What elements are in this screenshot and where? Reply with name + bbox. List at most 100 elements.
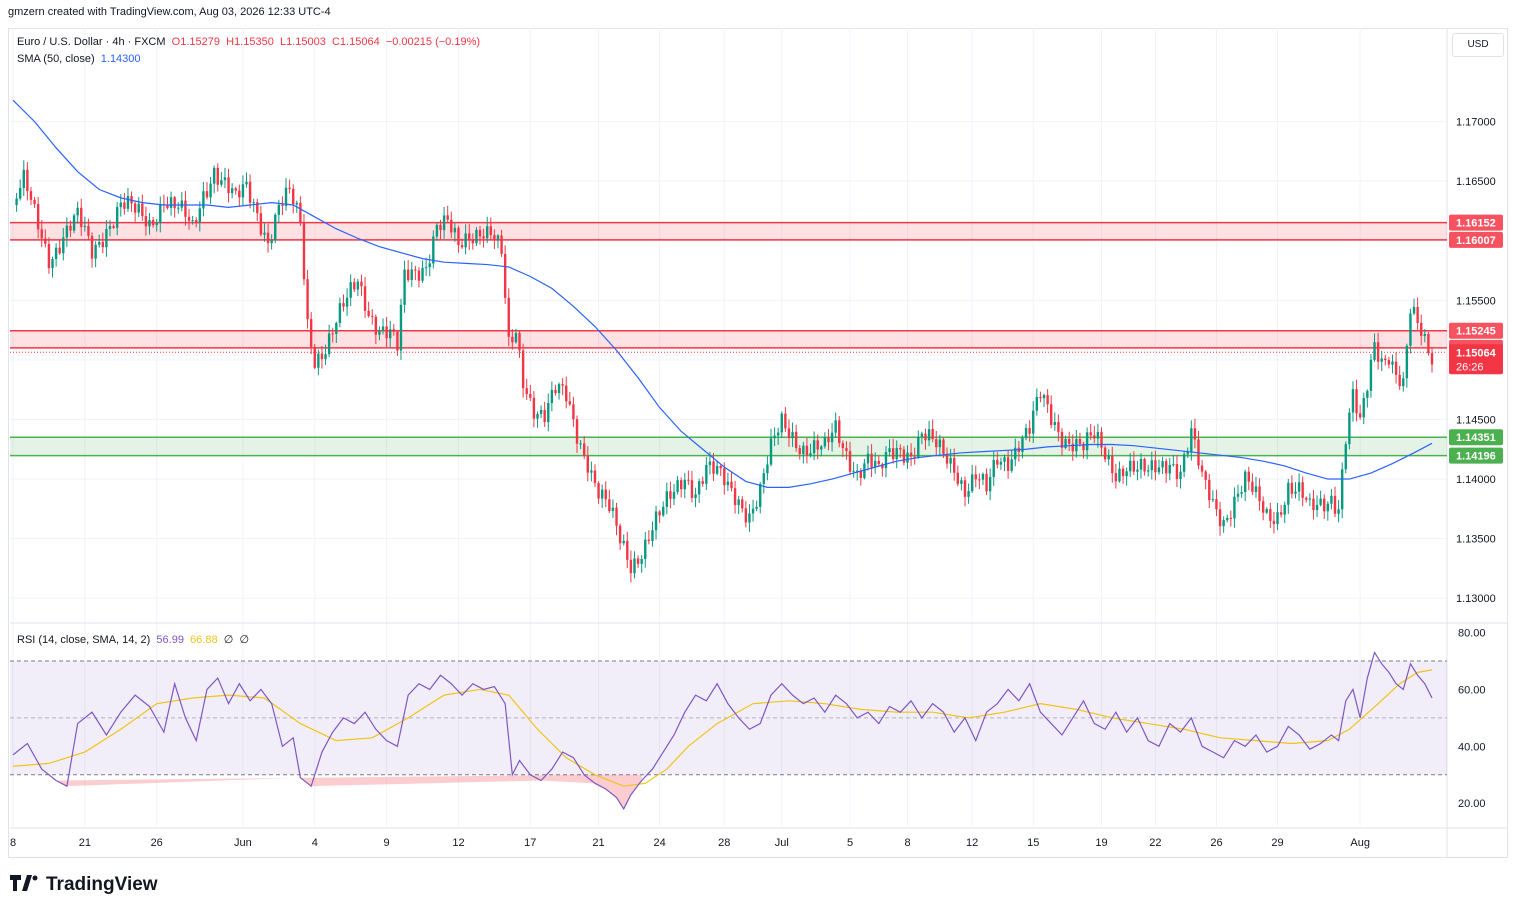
- candle-body: [119, 202, 122, 208]
- candle-body: [856, 470, 859, 472]
- candle-body: [1143, 459, 1146, 472]
- support-zone: [10, 437, 1447, 456]
- time-tick-label: Aug: [1350, 837, 1370, 849]
- candle-body: [173, 197, 176, 209]
- candle-body: [708, 461, 712, 465]
- candle-body: [967, 491, 970, 497]
- price-legend: Euro / U.S. Dollar · 4h · FXCM O1.15279 …: [17, 36, 480, 48]
- candle-body: [371, 315, 374, 317]
- time-tick-label: 12: [452, 837, 464, 849]
- candle-body: [428, 263, 431, 268]
- candle-body: [313, 346, 316, 368]
- candle-body: [356, 281, 360, 290]
- candle-body: [942, 439, 945, 454]
- candle-body: [87, 226, 90, 236]
- candle-body: [1236, 493, 1240, 497]
- tradingview-logo[interactable]: TradingView: [10, 874, 158, 896]
- candle-body: [256, 202, 259, 214]
- candle-body: [191, 220, 194, 222]
- change-value: −0.00215 (−0.19%): [385, 36, 481, 48]
- candle-body: [852, 471, 855, 473]
- candle-body: [1164, 461, 1168, 474]
- candle-body: [1427, 334, 1430, 354]
- candle-body: [33, 199, 36, 204]
- candle-body: [1024, 428, 1028, 438]
- candle-body: [845, 448, 848, 452]
- candle-body: [338, 303, 342, 323]
- candle-body: [507, 297, 510, 337]
- candle-body: [1046, 395, 1049, 405]
- candle-body: [1423, 334, 1427, 336]
- candle-body: [1416, 306, 1419, 323]
- candle-body: [1402, 378, 1405, 387]
- candle-body: [1337, 509, 1340, 514]
- candle-body: [317, 353, 320, 368]
- candle-body: [1107, 455, 1110, 460]
- candle-body: [1301, 482, 1304, 498]
- candle-body: [536, 413, 539, 419]
- candle-body: [1405, 345, 1409, 379]
- rsi-legend[interactable]: RSI (14, close, SMA, 14, 2) 56.99 66.88 …: [17, 633, 249, 646]
- candle-body: [446, 215, 449, 220]
- candle-body: [202, 191, 205, 209]
- candle-body: [1243, 471, 1247, 493]
- time-tick-label: 24: [654, 837, 666, 849]
- candle-body: [1279, 512, 1283, 515]
- candle-body: [478, 229, 482, 237]
- candle-body: [970, 474, 974, 492]
- candle-body: [759, 483, 762, 507]
- candle-body: [823, 437, 827, 447]
- rsi-tick-label: 40.00: [1458, 741, 1486, 753]
- candle-body: [500, 235, 503, 254]
- candle-body: [644, 539, 647, 559]
- candle-body: [1330, 495, 1333, 504]
- candle-body: [1154, 460, 1157, 473]
- candle-body: [234, 188, 237, 191]
- candle-body: [877, 460, 880, 465]
- time-tick-label: 17: [524, 837, 536, 849]
- candle-body: [1129, 460, 1132, 472]
- candle-body: [651, 530, 654, 541]
- candle-body: [406, 269, 410, 281]
- candle-body: [1333, 495, 1337, 514]
- candle-body: [931, 429, 934, 440]
- rsi-tick-label: 20.00: [1458, 798, 1486, 810]
- rsi-layer: [12, 650, 1433, 811]
- candle-body: [909, 452, 913, 457]
- candle-body: [65, 225, 69, 238]
- currency-button[interactable]: USD: [1452, 33, 1504, 57]
- candle-body: [1064, 438, 1067, 448]
- candle-body: [927, 429, 931, 441]
- rsi-label: RSI (14, close, SMA, 14, 2): [17, 634, 151, 646]
- candle-body: [15, 198, 18, 206]
- candle-body: [719, 465, 722, 469]
- resistance-top-price-label-bg: [1449, 214, 1503, 231]
- candle-body: [737, 499, 740, 506]
- close-value: C1.15064: [331, 36, 380, 48]
- candle-body: [514, 333, 518, 343]
- support-top-price-label-bg: [1449, 429, 1503, 446]
- candle-body: [1175, 464, 1179, 480]
- candle-body: [123, 202, 126, 209]
- candle-body: [687, 479, 690, 481]
- candle-body: [115, 207, 119, 228]
- time-tick-label: 5: [847, 837, 853, 849]
- candle-body: [184, 200, 187, 217]
- candle-body: [1362, 397, 1365, 418]
- candle-body: [554, 389, 557, 394]
- candle-body: [816, 440, 819, 450]
- candle-body: [1071, 443, 1074, 452]
- symbol-label[interactable]: Euro / U.S. Dollar · 4h · FXCM: [17, 36, 166, 48]
- candle-body: [1384, 358, 1387, 361]
- candle-body: [690, 480, 694, 499]
- time-tick-label: 22: [1149, 837, 1161, 849]
- candle-body: [363, 286, 367, 311]
- candle-body: [748, 513, 751, 523]
- candle-body: [511, 336, 514, 343]
- candle-body: [561, 384, 564, 386]
- candle-body: [141, 203, 144, 217]
- candle-body: [873, 460, 877, 468]
- sma-legend[interactable]: SMA (50, close) 1.14300: [17, 53, 141, 65]
- candle-body: [1042, 395, 1046, 399]
